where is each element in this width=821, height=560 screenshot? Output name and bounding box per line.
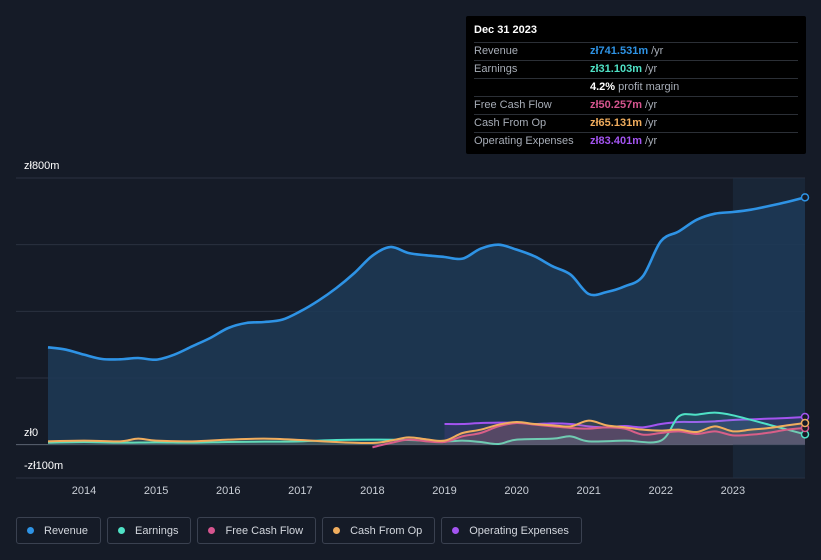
tooltip-value: zł31.103m — [590, 63, 642, 75]
free-cash-flow-line — [372, 421, 806, 449]
y-tick-label-top: zł800m — [24, 160, 60, 172]
legend-item-operating-expenses[interactable]: Operating Expenses — [441, 517, 582, 544]
legend-item-free-cash-flow[interactable]: Free Cash Flow — [197, 517, 317, 544]
legend-item-cash-from-op[interactable]: Cash From Op — [322, 517, 436, 544]
legend-label: Cash From Op — [350, 524, 423, 537]
tooltip-unit: profit margin — [618, 81, 680, 93]
x-tick-label: 2022 — [648, 485, 674, 497]
x-tick-label: 2017 — [288, 485, 313, 497]
tooltip-value: 4.2% — [590, 81, 616, 93]
tooltip-label: Cash From Op — [474, 117, 547, 129]
legend-item-earnings[interactable]: Earnings — [107, 517, 192, 544]
free-cash-flow-dot-icon — [208, 527, 216, 534]
tooltip-row-earnings: Earnings zł31.103m /yr — [474, 61, 798, 79]
cash-from-op-dot-icon — [333, 527, 341, 534]
cash-from-op-line — [47, 419, 806, 445]
tooltip-label: Operating Expenses — [474, 135, 574, 147]
x-tick-label: 2018 — [360, 485, 385, 497]
revenue-end-point — [800, 193, 810, 202]
tooltip-row-operating-expenses: Operating Expenses zł83.401m /yr — [474, 133, 798, 150]
tooltip-unit: /yr — [644, 135, 658, 147]
legend-label: Operating Expenses — [469, 524, 569, 537]
tooltip-label — [474, 79, 590, 96]
tooltip-row-profit-margin: 4.2% profit margin — [474, 79, 798, 97]
operating-expenses-area — [444, 417, 805, 445]
tooltip-unit: /yr — [644, 117, 658, 129]
legend-label: Revenue — [44, 524, 89, 537]
legend-label: Earnings — [135, 524, 179, 537]
x-tick-label: 2023 — [720, 485, 746, 497]
tooltip-value: zł65.131m — [590, 117, 642, 129]
x-tick-label: 2014 — [71, 485, 97, 497]
tooltip-date: Dec 31 2023 — [474, 24, 798, 43]
legend-label: Free Cash Flow — [225, 524, 304, 537]
tooltip-value: zł83.401m — [590, 135, 642, 147]
tooltip-unit: /yr — [644, 99, 658, 111]
tooltip-row-revenue: Revenue zł741.531m /yr — [474, 43, 798, 61]
legend-item-revenue[interactable]: Revenue — [16, 517, 102, 544]
tooltip-label: Earnings — [474, 63, 518, 75]
tooltip-unit: /yr — [644, 63, 658, 75]
chart-series — [47, 196, 806, 449]
tooltip-row-cash-from-op: Cash From Op zł65.131m /yr — [474, 115, 798, 133]
tooltip-row-free-cash-flow: Free Cash Flow zł50.257m /yr — [474, 97, 798, 115]
x-tick-label: 2019 — [432, 485, 457, 497]
chart-end-markers — [800, 193, 810, 439]
tooltip-value: zł50.257m — [590, 99, 642, 111]
x-tick-label: 2016 — [215, 485, 241, 497]
earnings-line — [47, 411, 806, 446]
x-tick-label: 2020 — [504, 485, 529, 497]
x-tick-label: 2021 — [576, 485, 601, 497]
revenue-area — [48, 197, 805, 445]
free-cash-flow-area — [372, 422, 805, 448]
cash-from-op-end-point — [800, 418, 810, 428]
y-tick-label-bottom: -zł100m — [24, 460, 64, 472]
revenue-line — [47, 196, 806, 362]
x-tick-label: 2015 — [143, 485, 169, 497]
tooltip-unit: /yr — [651, 45, 664, 57]
revenue-dot-icon — [27, 527, 34, 534]
earnings-area — [48, 412, 805, 445]
earnings-dot-icon — [118, 527, 126, 534]
y-tick-label-zero: zł0 — [24, 427, 39, 439]
operating-expenses-dot-icon — [452, 527, 460, 534]
tooltip-label: Revenue — [474, 45, 519, 57]
data-tooltip: Dec 31 2023 Revenue zł741.531m /yr Earni… — [466, 16, 806, 154]
tooltip-label: Free Cash Flow — [474, 99, 552, 111]
tooltip-value: zł741.531m — [590, 45, 649, 57]
chart-legend: Revenue Earnings Free Cash Flow Cash Fro… — [16, 517, 582, 544]
